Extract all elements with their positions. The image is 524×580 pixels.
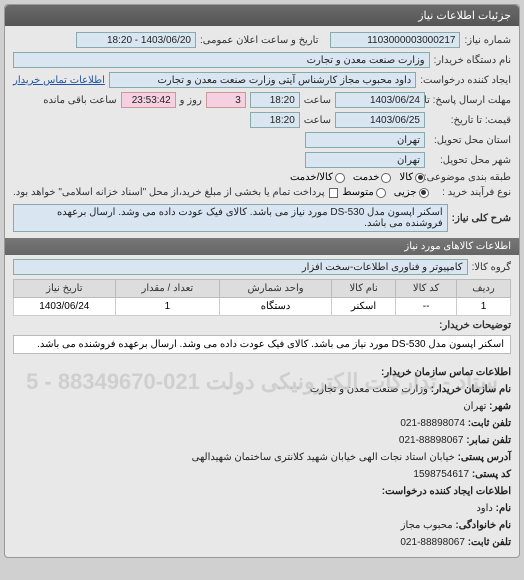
province-label: استان محل تحویل: (429, 135, 511, 146)
phone-label: تلفن ثابت: (468, 418, 511, 429)
col-idx: ردیف (456, 280, 510, 298)
days-label: روز و (180, 95, 202, 106)
details-window: جزئیات اطلاعات نیاز شماره نیاز: 11030000… (4, 4, 520, 558)
fname-val: داود (476, 503, 493, 514)
contact-header: اطلاعات تماس سازمان خریدار: (381, 367, 511, 378)
cell-name: اسکنر (332, 298, 396, 316)
buyer-note-label: توضیحات خریدار: (439, 320, 511, 331)
goods-table: ردیف کد کالا نام کالا واحد شمارش تعداد /… (13, 279, 511, 316)
time-remaining: 23:53:42 (121, 92, 176, 108)
radio-service[interactable]: خدمت (353, 172, 392, 183)
cphone-val: 88898067-021 (400, 537, 465, 548)
reply-time: 18:20 (250, 92, 300, 108)
org-label: نام سازمان خریدار: (431, 384, 511, 395)
reply-date: 1403/06/24 (335, 92, 425, 108)
col-qty: تعداد / مقدار (115, 280, 219, 298)
purchase-type-label: نوع فرآیند خرید : (433, 187, 511, 198)
days-remaining: 3 (206, 92, 246, 108)
goods-group-label: گروه کالا: (472, 262, 511, 273)
col-date: تاریخ نیاز (14, 280, 116, 298)
need-title-label: شرح کلی نیاز: (452, 213, 511, 224)
contact-link[interactable]: اطلاعات تماس خریدار (13, 75, 105, 86)
radio-partial[interactable]: جزیی (394, 187, 429, 198)
radio-dot-icon (415, 173, 425, 183)
buyer-org-label: نام دستگاه خریدار: (434, 55, 511, 66)
col-name: نام کالا (332, 280, 396, 298)
lname-val: محبوب مجاز (401, 520, 453, 531)
cell-unit: دستگاه (220, 298, 332, 316)
cell-qty: 1 (115, 298, 219, 316)
addr-label: آدرس پستی: (458, 452, 511, 463)
ccity-label: شهر: (489, 401, 511, 412)
goods-group-value: کامپیوتر و فناوری اطلاعات-سخت افزار (13, 259, 468, 275)
time-label-1: ساعت (304, 95, 331, 106)
classification-group: کالا خدمت کالا/خدمت (290, 172, 425, 183)
radio-dot-icon (419, 188, 429, 198)
radio-dot-icon (376, 188, 386, 198)
goods-section-header: اطلاعات کالاهای مورد نیاز (5, 238, 519, 255)
ccity-val: تهران (463, 401, 486, 412)
radio-dot-icon (381, 173, 391, 183)
table-header-row: ردیف کد کالا نام کالا واحد شمارش تعداد /… (14, 280, 511, 298)
price-date: 1403/06/25 (335, 112, 425, 128)
radio-goods[interactable]: کالا (399, 172, 425, 183)
price-time: 18:20 (250, 112, 300, 128)
phone-val: 88898074-021 (400, 418, 465, 429)
time-label-2: ساعت (304, 115, 331, 126)
addr-val: خیابان استاد نجات الهی خیابان شهید کلانت… (192, 452, 455, 463)
province-value: تهران (305, 132, 425, 148)
need-title-text: اسکنر اپسون مدل DS-530 مورد نیاز می باشد… (13, 204, 448, 232)
announce-label: تاریخ و ساعت اعلان عمومی: (200, 35, 319, 46)
contact-block: ستاد - تدارکات الکترونیکی دولت 021-88349… (13, 364, 511, 551)
postal-label: کد پستی: (472, 469, 511, 480)
announce-value: 1403/06/20 - 18:20 (76, 32, 196, 48)
remain-label: ساعت باقی مانده (43, 95, 116, 106)
lname-label: نام خانوادگی: (455, 520, 511, 531)
radio-dot-icon (335, 173, 345, 183)
city-label: شهر محل تحویل: (429, 155, 511, 166)
fname-label: نام: (496, 503, 511, 514)
org-val: وزارت صنعت معدن و تجارت (310, 384, 428, 395)
buyer-org-value: وزارت صنعت معدن و تجارت (13, 52, 430, 68)
purchase-type-group: جزیی متوسط (342, 187, 428, 198)
cell-idx: 1 (456, 298, 510, 316)
fax-val: 88898067-021 (399, 435, 464, 446)
table-row[interactable]: 1 -- اسکنر دستگاه 1 1403/06/24 (14, 298, 511, 316)
postal-val: 1598754617 (413, 469, 469, 480)
col-code: کد کالا (396, 280, 457, 298)
window-title: جزئیات اطلاعات نیاز (5, 5, 519, 26)
classification-label: طبقه بندی موضوعی: (429, 172, 511, 183)
radio-goods-service[interactable]: کالا/خدمت (290, 172, 345, 183)
treasury-label: پرداخت تمام یا بخشی از مبلغ خرید،از محل … (13, 187, 325, 198)
cell-date: 1403/06/24 (14, 298, 116, 316)
col-unit: واحد شمارش (220, 280, 332, 298)
creator-label: ایجاد کننده درخواست: (420, 75, 511, 86)
cell-code: -- (396, 298, 457, 316)
fax-label: تلفن نمابر: (466, 435, 511, 446)
treasury-checkbox[interactable] (329, 188, 339, 198)
radio-medium[interactable]: متوسط (342, 187, 385, 198)
cphone-label: تلفن ثابت: (468, 537, 511, 548)
city-value: تهران (305, 152, 425, 168)
req-no-value: 1103000003000217 (330, 32, 460, 48)
creator-header: اطلاعات ایجاد کننده درخواست: (382, 486, 511, 497)
req-no-label: شماره نیاز: (464, 35, 511, 46)
window-content: شماره نیاز: 1103000003000217 تاریخ و ساع… (5, 26, 519, 557)
price-until-label: قیمت: تا تاریخ: (429, 115, 511, 126)
buyer-note-text: اسکنر اپسون مدل DS-530 مورد نیاز می باشد… (13, 335, 511, 354)
creator-value: داود محبوب مجاز کارشناس آیتی وزارت صنعت … (109, 72, 416, 88)
reply-until-label: مهلت ارسال پاسخ: تا تاریخ: (429, 95, 511, 106)
